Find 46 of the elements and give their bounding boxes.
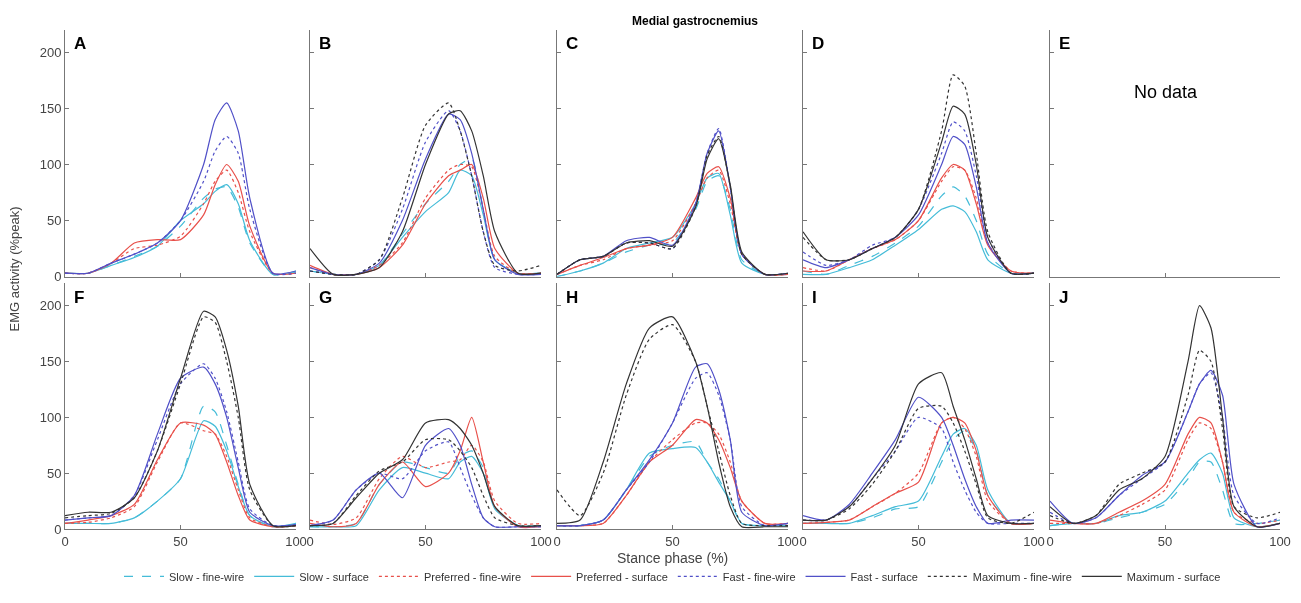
y-tick-label: 200 — [39, 298, 62, 314]
annotation: No data — [1134, 82, 1199, 102]
x-tick-label: 100 — [777, 533, 799, 549]
legend-label: Preferred - fine-wire — [423, 570, 522, 583]
x-tick-label: 0 — [553, 533, 561, 549]
legend-label: Slow - fine-wire — [169, 570, 245, 583]
y-tick-label: 100 — [39, 409, 62, 425]
x-tick-label: 0 — [1046, 533, 1054, 549]
chart-title: J — [1059, 288, 1069, 307]
x-tick-label: 100 — [530, 533, 552, 549]
x-tick-label: 50 — [665, 533, 680, 549]
y-tick-label: 150 — [39, 354, 62, 370]
chart-title: I — [812, 288, 817, 307]
x-tick-label: 100 — [1023, 533, 1045, 549]
chart-title: A — [74, 34, 87, 53]
legend-label: Maximum - surface — [1126, 570, 1221, 583]
x-tick-label: 50 — [173, 533, 188, 549]
y-tick-label: 0 — [54, 521, 62, 537]
chart-title: C — [566, 34, 579, 53]
x-tick-label: 100 — [1269, 533, 1291, 549]
chart-title: H — [566, 288, 579, 307]
chart-title: D — [812, 34, 825, 53]
legend-label: Maximum - fine-wire — [972, 570, 1072, 583]
y-tick-label: 0 — [54, 269, 62, 285]
x-tick-label: 100 — [285, 533, 307, 549]
x-tick-label: 50 — [1157, 533, 1173, 549]
y-tick-label: 150 — [39, 101, 62, 117]
chart-title: E — [1059, 34, 1071, 53]
y-tick-label: 200 — [39, 44, 62, 60]
y-tick-label: 50 — [46, 465, 62, 481]
legend-label: Fast - fine-wire — [722, 570, 796, 583]
x-tick-label: 50 — [911, 533, 926, 549]
legend-label: Slow - surface — [299, 570, 369, 583]
x-tick-label: 0 — [799, 533, 807, 549]
y-tick-label: 100 — [39, 157, 62, 173]
x-tick-label: 0 — [306, 533, 314, 549]
chart-title: G — [319, 288, 333, 307]
chart-title: F — [74, 288, 85, 307]
chart-title: B — [319, 34, 332, 53]
x-tick-label: 50 — [418, 533, 433, 549]
y-axis-title: EMG activity (%peak) — [6, 206, 22, 332]
legend-label: Fast - surface — [850, 570, 918, 583]
x-axis-title: Stance phase (%) — [617, 550, 729, 566]
text: Medial gastrocnemius — [632, 14, 759, 28]
legend-label: Preferred - surface — [576, 570, 668, 583]
y-tick-label: 50 — [46, 213, 62, 229]
